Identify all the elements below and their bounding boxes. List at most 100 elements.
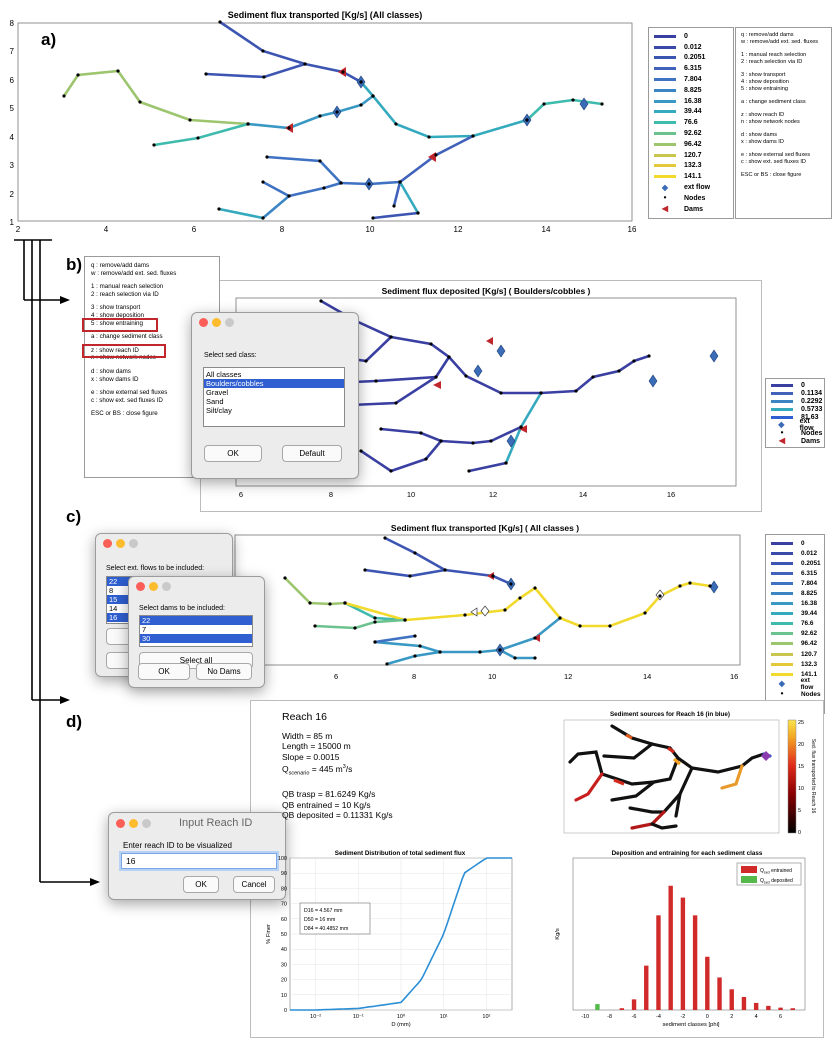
svg-text:1: 1 — [10, 218, 15, 227]
ext-flow-option[interactable]: 15 — [107, 595, 147, 604]
default-button[interactable]: Default — [282, 445, 342, 462]
network-node — [439, 439, 443, 443]
dam-option[interactable]: 7 — [142, 625, 147, 634]
ok-button[interactable]: OK — [204, 445, 262, 462]
dep-xtick: 4 — [755, 1014, 758, 1020]
network-node — [443, 568, 447, 572]
minimize-dot[interactable] — [116, 539, 125, 548]
sed-class-option[interactable]: Gravel — [206, 388, 229, 397]
legend-entry: 7.804 — [766, 578, 824, 588]
legend-entry: 39.44 — [649, 107, 733, 118]
svg-text:4: 4 — [10, 133, 15, 142]
legend-ext-flow: ◆ ext flow — [661, 182, 711, 192]
network-node — [383, 536, 387, 540]
zoom-dot[interactable] — [162, 582, 171, 591]
network-node — [343, 601, 347, 605]
zoom-dot[interactable] — [225, 318, 234, 327]
sed-class-list[interactable]: All classes Boulders/cobbles Gravel Sand… — [203, 367, 345, 427]
dist-ytick: 50 — [281, 932, 287, 938]
network-node — [658, 594, 662, 598]
network-node — [643, 611, 647, 615]
reach-width: Width = 85 m — [282, 730, 333, 741]
shortcut-entry: e : show external sed fluxes — [91, 389, 168, 397]
entrained-bar — [692, 915, 698, 1010]
dam-option[interactable]: 30 — [140, 634, 252, 643]
sed-class-option[interactable]: All classes — [206, 370, 242, 379]
entrained-bar — [778, 1007, 783, 1010]
network-node — [427, 135, 431, 139]
network-node — [328, 602, 332, 606]
sed-class-option[interactable]: Sand — [206, 397, 224, 406]
plot-a-flux-network[interactable]: Sediment flux transported [Kg/s] (All cl… — [0, 0, 650, 240]
reach-info: Reach 16 Width = 85 m Length = 15000 m S… — [282, 712, 393, 821]
dep-xticks: -10 -8 -6 -4 -2 0 2 4 6 — [581, 1014, 782, 1020]
dams-list[interactable]: 22 7 30 — [139, 615, 253, 647]
entrained-bar — [729, 989, 734, 1010]
close-dot[interactable] — [199, 318, 208, 327]
dam-option[interactable]: 22 — [140, 616, 252, 625]
network-node — [394, 122, 398, 126]
network-node — [261, 49, 265, 53]
dist-xticks: 10⁻² 10⁻¹ 10⁰ 10¹ 10² — [310, 1013, 490, 1020]
close-dot[interactable] — [103, 539, 112, 548]
close-dot[interactable] — [136, 582, 145, 591]
qb-entrained: QB entrained = 10 Kg/s — [282, 799, 371, 810]
shortcut-entry: ESC or BS : close figure — [91, 410, 158, 418]
network-node — [389, 469, 393, 473]
plot-c-flux-network[interactable]: Sediment flux transported [Kg/s] ( All c… — [215, 518, 760, 673]
reach-cancel-button[interactable]: Cancel — [233, 876, 275, 893]
svg-text:6: 6 — [239, 490, 243, 499]
shortcut-entry: q : remove/add dams — [741, 32, 794, 38]
network-node — [341, 70, 345, 74]
plot-c-title: Sediment flux transported [Kg/s] ( All c… — [391, 523, 579, 533]
network-node — [416, 211, 420, 215]
legend-a: 0 0.012 0.2051 6.315 7.804 8.825 16.38 39.44 76.… — [648, 27, 734, 219]
network-node — [389, 335, 393, 339]
zoom-dot[interactable] — [142, 819, 151, 828]
sediment-sources-plot[interactable]: Sediment sources for Reach 16 (in blue) … — [552, 704, 820, 839]
reach-id-input[interactable]: 16 — [121, 853, 277, 869]
no-dams-button[interactable]: No Dams — [196, 663, 252, 680]
minimize-dot[interactable] — [129, 819, 138, 828]
reach-ok-button[interactable]: OK — [183, 876, 219, 893]
zoom-dot[interactable] — [129, 539, 138, 548]
sediment-distribution-plot[interactable]: Sediment Distribution of total sediment … — [262, 846, 524, 1030]
minimize-dot[interactable] — [212, 318, 221, 327]
network-node — [413, 654, 417, 658]
dist-ytick: 0 — [284, 1008, 287, 1014]
dist-xtick: 10¹ — [440, 1014, 448, 1020]
network-node — [519, 425, 523, 429]
sed-class-option[interactable]: Silt/clay — [206, 406, 232, 415]
dist-ytick: 100 — [278, 856, 287, 862]
network-node — [591, 375, 595, 379]
shortcut-entry: 3 : show transport — [741, 72, 786, 78]
plot-b-title: Sediment flux deposited [Kg/s] ( Boulder… — [382, 286, 591, 296]
deposition-entraining-plot[interactable]: Deposition and entraining for each sedim… — [545, 846, 817, 1030]
reach-length: Length = 15000 m — [282, 741, 351, 751]
input-reach-id-dialog: Input Reach ID Enter reach ID to be visu… — [108, 812, 286, 900]
network-node — [533, 656, 537, 660]
minimize-dot[interactable] — [149, 582, 158, 591]
close-dot[interactable] — [116, 819, 125, 828]
dep-xtick: -8 — [607, 1014, 612, 1020]
reach-title: Reach 16 — [282, 711, 327, 723]
network-nodes — [62, 20, 604, 220]
connector-lines — [14, 239, 100, 886]
network-node — [204, 72, 208, 76]
ext-flow-option[interactable]: 22 — [107, 577, 147, 586]
entrained-bar — [717, 977, 722, 1010]
network-node — [688, 581, 692, 585]
legend-entry: 76.6 — [649, 117, 733, 128]
svg-text:16: 16 — [628, 225, 637, 234]
dep-title: Deposition and entraining for each sedim… — [612, 850, 763, 857]
ext-flow-option[interactable]: 8 — [109, 586, 114, 595]
reach-slope: Slope = 0.0015 — [282, 751, 340, 762]
ext-flow-option[interactable]: 14 — [109, 604, 118, 613]
ext-flow-option[interactable]: 16 — [107, 613, 147, 622]
sed-class-option-selected[interactable]: Boulders/cobbles — [204, 379, 344, 388]
shortcut-entry: w : remove/add ext. sed. fluxes — [91, 269, 177, 277]
dams-ok-button[interactable]: OK — [138, 663, 190, 680]
panel-label-b: b) — [66, 255, 83, 274]
network-node — [429, 342, 433, 346]
network-node — [558, 616, 562, 620]
